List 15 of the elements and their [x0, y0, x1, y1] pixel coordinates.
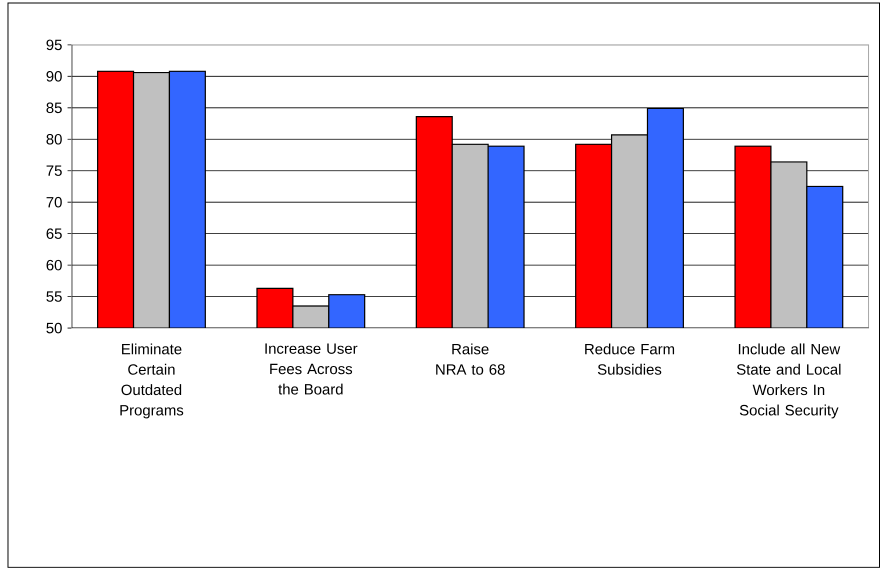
y-tick-label: 65	[46, 228, 62, 239]
x-tick-label: Raise NRA to 68	[436, 344, 505, 375]
y-tick-label: 60	[46, 260, 62, 270]
y-tick-label: 85	[46, 102, 62, 114]
y-tick-label: 55	[46, 291, 62, 302]
x-tick-label: Increase User Fees Across the Board	[265, 344, 358, 395]
y-tick-label: 80	[46, 134, 62, 145]
x-tick-label: Include all New State and Local Workers In Social Security	[736, 344, 840, 418]
x-tick-label: Eliminate Certain Outdated Programs	[120, 344, 184, 418]
x-tick-label: Reduce Farm Subsidies	[585, 344, 674, 375]
y-tick-label: 95	[46, 40, 62, 50]
y-tick-label: 50	[46, 322, 62, 334]
y-tick-label: 75	[46, 166, 62, 176]
y-tick-label: 90	[46, 71, 62, 82]
y-tick-label: 70	[46, 196, 62, 208]
